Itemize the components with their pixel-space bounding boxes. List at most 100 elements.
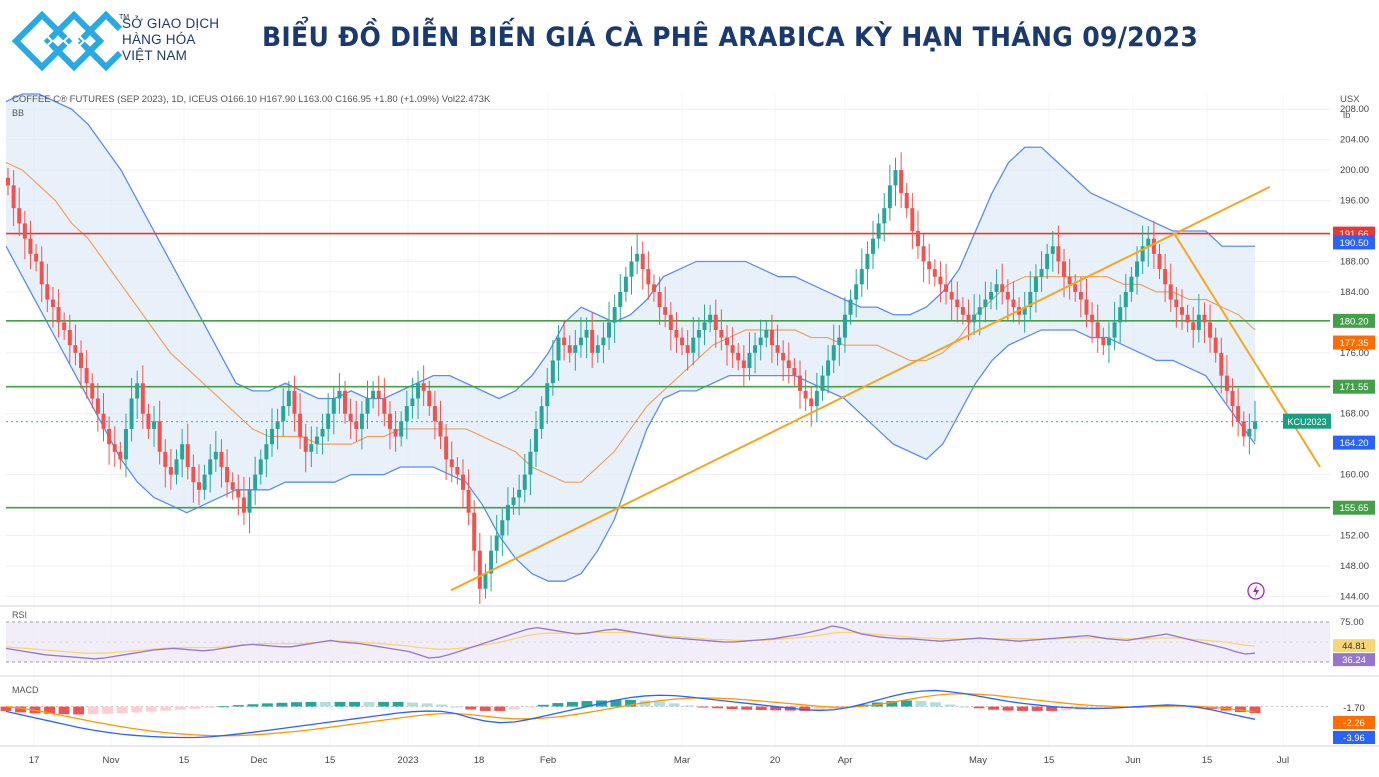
candle-body: [365, 398, 370, 414]
candle-body: [1073, 284, 1078, 292]
candle-body: [910, 208, 915, 232]
candle-body: [399, 421, 404, 437]
candle-body: [79, 352, 84, 369]
candle-body: [292, 390, 297, 414]
candle-body: [1202, 314, 1207, 323]
candle-body: [191, 466, 196, 483]
candle-body: [208, 459, 213, 475]
candle-body: [534, 428, 539, 452]
macd-signal-value: -1.70: [1343, 703, 1365, 714]
candle-body: [528, 451, 533, 475]
candle-body: [371, 390, 376, 399]
bollinger-upper-line: [5, 93, 1255, 400]
candle-body: [1095, 322, 1100, 338]
candle-body: [472, 512, 477, 551]
macd-histogram-bar: [1046, 706, 1058, 711]
time-tick-label: Mar: [674, 755, 690, 766]
candle-body: [623, 276, 628, 292]
macd-value: -3.96: [1343, 733, 1365, 744]
macd-histogram-bar: [494, 706, 506, 711]
macd-histogram-bar: [160, 706, 172, 711]
macd-histogram-bar: [291, 702, 302, 707]
candle-body: [213, 451, 218, 460]
macd-histogram-bar: [349, 701, 361, 707]
macd-histogram-bar: [102, 706, 114, 714]
candle-body: [281, 406, 286, 422]
bb-indicator-label: BB: [12, 108, 24, 118]
macd-histogram-bar: [915, 701, 927, 707]
macd-histogram-bar: [813, 706, 825, 711]
candle-body: [758, 337, 763, 346]
candle-body: [236, 489, 241, 498]
macd-histogram-bar: [15, 706, 26, 713]
macd-histogram-bar: [973, 706, 985, 709]
macd-histogram-bar: [189, 706, 201, 709]
candle-body: [1135, 261, 1140, 277]
candle-body: [747, 352, 752, 369]
candle-body: [286, 390, 291, 407]
candle-body: [84, 368, 89, 384]
candle-body: [893, 170, 898, 186]
candle-body: [455, 466, 460, 475]
time-tick-label: 20: [770, 755, 781, 766]
current-contract-label: KCU2023: [1287, 417, 1326, 427]
candle-body: [1000, 284, 1005, 292]
candle-body: [674, 329, 679, 338]
macd-histogram-bar: [900, 700, 912, 707]
macd-histogram-bar: [537, 704, 549, 707]
candle-body: [112, 444, 117, 452]
candle-body: [1191, 322, 1196, 330]
time-tick-label: Jul: [1277, 755, 1289, 766]
macd-histogram-bar: [1104, 706, 1116, 709]
macd-histogram-bar: [479, 706, 491, 711]
macd-histogram-bar: [959, 706, 970, 708]
macd-histogram-bar: [639, 700, 651, 707]
candle-body: [1213, 337, 1218, 353]
candle-body: [977, 307, 982, 315]
macd-histogram-bar: [261, 703, 273, 707]
time-tick-label: 15: [1202, 755, 1213, 766]
time-tick-label: Apr: [838, 755, 853, 766]
candle-body: [887, 185, 892, 209]
time-tick-label: Feb: [540, 755, 556, 766]
candle-body: [938, 276, 943, 285]
candle-body: [724, 337, 729, 346]
macd-histogram-bar: [203, 706, 215, 708]
candle-body: [219, 451, 224, 467]
candle-body: [1174, 299, 1179, 308]
macd-histogram-bar: [1031, 706, 1043, 711]
candle-body: [331, 398, 336, 414]
candle-body: [764, 329, 769, 338]
candle-body: [1163, 269, 1168, 285]
macd-histogram-bar: [392, 701, 404, 707]
macd-histogram-bar: [857, 704, 869, 707]
logo-line-2: HÀNG HÓA: [122, 32, 196, 47]
candle-body: [180, 444, 185, 460]
candle-body: [241, 497, 246, 513]
level-price-tag: [1333, 313, 1375, 328]
candle-body: [320, 428, 325, 437]
candle-body: [1168, 284, 1173, 300]
candle-body: [258, 459, 263, 475]
time-tick-label: 15: [325, 755, 336, 766]
candle-body: [1084, 299, 1089, 315]
price-chart[interactable]: 208.00 204.00 200.00 196.00 188.00 184.00 176.…: [0, 86, 1379, 772]
macd-histogram-bar: [508, 706, 520, 710]
candle-body: [140, 383, 145, 414]
candle-body: [814, 390, 819, 407]
macd-histogram-bar: [552, 703, 564, 707]
candle-body: [837, 337, 842, 346]
macd-histogram-bar: [131, 706, 143, 713]
candle-body: [1129, 276, 1134, 292]
candle-body: [393, 428, 398, 437]
candle-body: [107, 428, 112, 445]
candle-body: [899, 170, 904, 193]
candle-body: [826, 360, 831, 376]
macd-histogram-bar: [726, 706, 738, 710]
candle-body: [803, 390, 808, 399]
candle-body: [45, 284, 50, 300]
candle-body: [545, 383, 550, 407]
candle-body: [629, 261, 634, 277]
candle-body: [915, 231, 920, 247]
rsi-line: [5, 625, 1256, 660]
